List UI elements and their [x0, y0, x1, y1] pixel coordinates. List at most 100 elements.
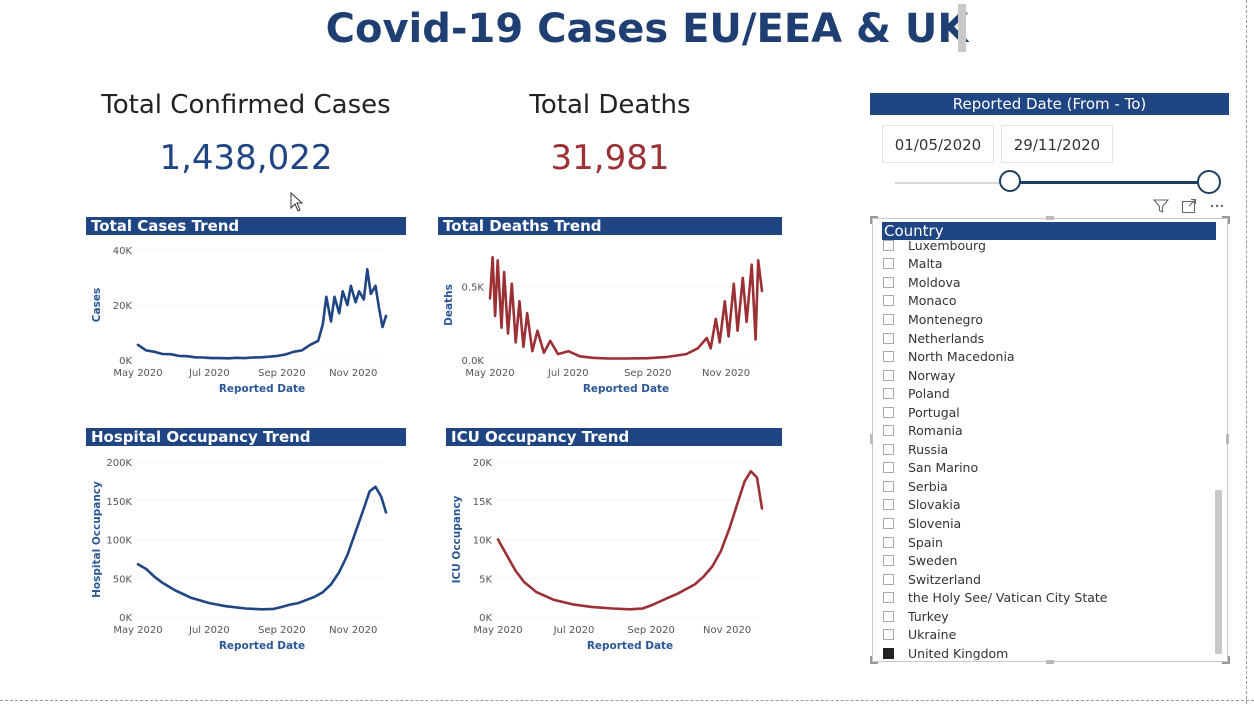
x-axis-title: Reported Date: [583, 383, 669, 395]
country-checkbox[interactable]: [883, 517, 894, 529]
country-checkbox[interactable]: [883, 313, 894, 325]
date-from-input[interactable]: 01/05/2020: [882, 125, 994, 163]
country-item[interactable]: Moldova: [878, 273, 1214, 292]
country-label: Slovenia: [908, 515, 962, 531]
cases-trend-chart[interactable]: 0K 20K 40K May 2020 Jul 2020 Sep 2020 Nov 2020…: [86, 238, 406, 398]
resize-handle-left[interactable]: [870, 434, 873, 444]
country-label: Portugal: [908, 404, 960, 420]
country-checkbox[interactable]: [883, 443, 894, 455]
country-checkbox[interactable]: [883, 629, 894, 641]
y-tick-label: 20K: [473, 458, 493, 469]
country-checkbox[interactable]: [883, 351, 894, 363]
country-checkbox[interactable]: [883, 573, 894, 585]
series-line: [136, 267, 388, 360]
country-label: Monaco: [908, 293, 957, 309]
y-tick-label: 0.0K: [462, 356, 485, 367]
resize-handle-top[interactable]: [1046, 216, 1054, 220]
hospital-trend-chart[interactable]: 0K 50K 100K 150K 200K May 2020 Jul 2020 Sep 202…: [86, 450, 406, 655]
country-checkbox[interactable]: [883, 647, 894, 659]
country-label: Netherlands: [908, 330, 985, 346]
country-item[interactable]: Spain: [878, 533, 1214, 552]
country-checkbox[interactable]: [883, 239, 894, 251]
date-slider-track[interactable]: [895, 182, 1010, 184]
date-slider-range[interactable]: [1009, 181, 1209, 184]
country-list-scrollbar[interactable]: [1215, 490, 1222, 654]
country-item[interactable]: Slovenia: [878, 514, 1214, 533]
country-item[interactable]: Montenegro: [878, 310, 1214, 329]
country-label: United Kingdom: [908, 645, 1009, 660]
x-tick-label: May 2020: [113, 625, 162, 636]
country-item[interactable]: Russia: [878, 440, 1214, 459]
series-line: [496, 469, 764, 611]
country-item[interactable]: Netherlands: [878, 329, 1214, 348]
y-axis-title: Hospital Occupancy: [91, 481, 103, 598]
country-item[interactable]: Slovakia: [878, 496, 1214, 515]
more-options-icon[interactable]: [1209, 198, 1225, 214]
country-item[interactable]: Norway: [878, 366, 1214, 385]
corner-handle-top-right[interactable]: [1222, 216, 1230, 224]
series-line: [488, 255, 764, 360]
deaths-chart-title: Total Deaths Trend: [438, 217, 782, 235]
country-item[interactable]: Turkey: [878, 607, 1214, 626]
y-tick-label: 5K: [479, 574, 492, 585]
date-slider-from-handle[interactable]: [998, 170, 1021, 192]
corner-handle-bottom-left[interactable]: [870, 656, 878, 664]
country-item[interactable]: Luxembourg: [878, 236, 1214, 255]
deaths-trend-chart[interactable]: 0.0K 0.5K May 2020 Jul 2020 Sep 2020 Nov 2020…: [438, 238, 782, 398]
country-item[interactable]: Serbia: [878, 477, 1214, 496]
y-tick-label: 200K: [106, 458, 132, 469]
country-label: Romania: [908, 423, 963, 439]
country-item[interactable]: the Holy See/ Vatican City State: [878, 588, 1214, 607]
date-to-input[interactable]: 29/11/2020: [1001, 125, 1113, 163]
country-checkbox[interactable]: [883, 406, 894, 418]
resize-handle-bottom[interactable]: [1046, 660, 1054, 664]
country-checkbox[interactable]: [883, 536, 894, 548]
country-checkbox[interactable]: [883, 425, 894, 437]
date-slider-to-handle[interactable]: [1197, 170, 1221, 194]
country-item[interactable]: Malta: [878, 255, 1214, 274]
country-item[interactable]: Romania: [878, 421, 1214, 440]
corner-handle-bottom-right[interactable]: [1222, 656, 1230, 664]
country-label: Russia: [908, 441, 949, 457]
focus-mode-icon[interactable]: [1181, 198, 1197, 214]
country-checkbox[interactable]: [883, 610, 894, 622]
country-item[interactable]: Sweden: [878, 551, 1214, 570]
x-tick-label: Sep 2020: [258, 625, 305, 636]
country-checkbox[interactable]: [883, 499, 894, 511]
country-checkbox[interactable]: [883, 555, 894, 567]
country-checkbox[interactable]: [883, 369, 894, 381]
country-checkbox[interactable]: [883, 388, 894, 400]
icu-trend-chart[interactable]: 0K 5K 10K 15K 20K May 2020 Jul 2020 Sep 2020 Nov…: [446, 450, 782, 655]
country-checkbox[interactable]: [883, 592, 894, 604]
country-label: San Marino: [908, 460, 979, 476]
country-checkbox[interactable]: [883, 295, 894, 307]
country-item[interactable]: United Kingdom: [878, 644, 1214, 660]
y-tick-label: 15K: [473, 497, 493, 508]
country-label: Ukraine: [908, 627, 957, 643]
x-tick-label: Jul 2020: [188, 625, 230, 636]
country-item[interactable]: Switzerland: [878, 570, 1214, 589]
country-checkbox[interactable]: [883, 258, 894, 270]
country-item[interactable]: Portugal: [878, 403, 1214, 422]
country-item[interactable]: Poland: [878, 384, 1214, 403]
filter-icon[interactable]: [1153, 198, 1169, 214]
country-item[interactable]: Monaco: [878, 292, 1214, 311]
country-item[interactable]: Ukraine: [878, 625, 1214, 644]
country-label: Montenegro: [908, 311, 984, 327]
resize-handle-right[interactable]: [1226, 434, 1229, 444]
country-checkbox[interactable]: [883, 462, 894, 474]
y-tick-label: 0K: [119, 613, 132, 624]
country-checkbox[interactable]: [883, 276, 894, 288]
page-boundary-right: [1246, 0, 1247, 704]
corner-handle-top-left[interactable]: [870, 216, 878, 224]
country-label: Luxembourg: [908, 237, 986, 253]
country-list[interactable]: Luxembourg Malta Moldova Monaco Montenegro Ne…: [878, 236, 1214, 660]
country-item[interactable]: San Marino: [878, 459, 1214, 478]
total-cases-value: 1,438,022: [159, 138, 333, 178]
x-tick-label: May 2020: [113, 368, 162, 379]
country-checkbox[interactable]: [883, 332, 894, 344]
country-item[interactable]: North Macedonia: [878, 347, 1214, 366]
country-checkbox[interactable]: [883, 480, 894, 492]
country-label: Turkey: [908, 608, 949, 624]
icu-chart-title: ICU Occupancy Trend: [446, 428, 782, 446]
